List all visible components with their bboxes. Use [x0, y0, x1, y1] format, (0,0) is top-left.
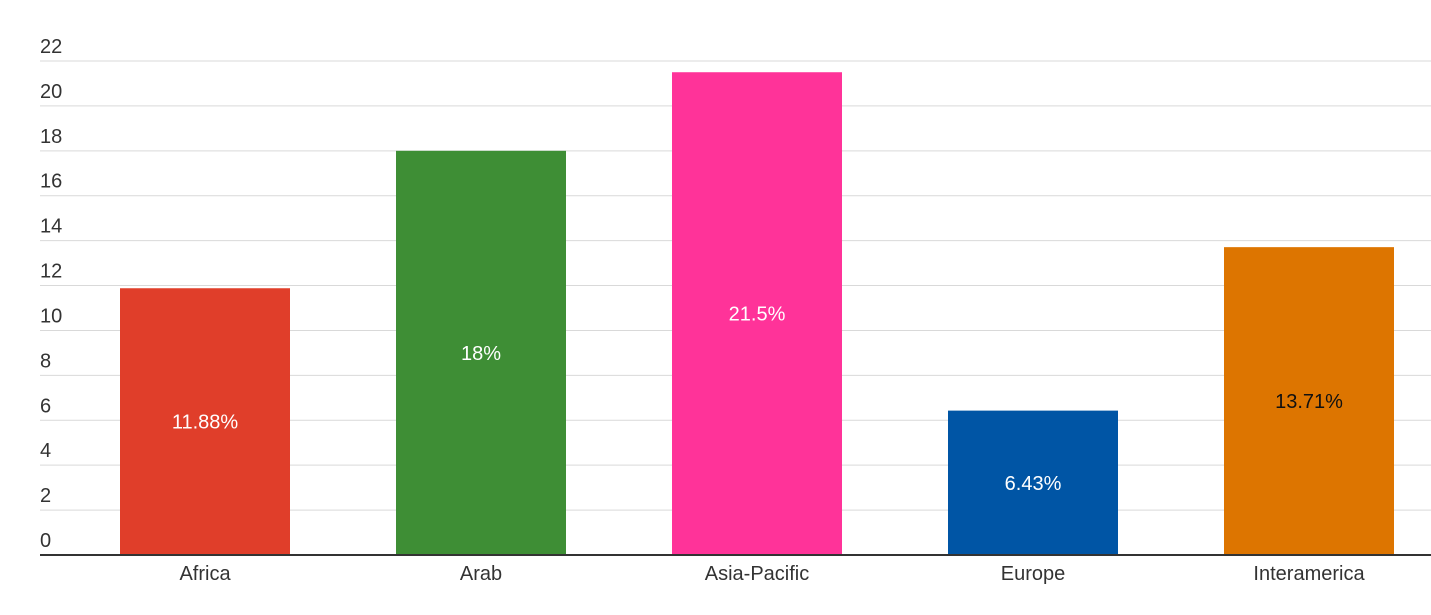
- y-tick-label: 14: [40, 216, 62, 238]
- x-category-label: Africa: [179, 563, 231, 585]
- data-label: 18%: [461, 343, 501, 365]
- bars: [120, 72, 1394, 556]
- x-axis-categories: Africa Arab Asia-Pacific Europe Interamerica: [179, 563, 1365, 585]
- data-label: 6.43%: [1005, 473, 1062, 495]
- y-tick-label: 12: [40, 261, 62, 283]
- bar-europe: [948, 410, 1118, 555]
- bar-interamerica: [1224, 247, 1394, 555]
- y-tick-label: 16: [40, 171, 62, 193]
- y-tick-label: 4: [40, 440, 51, 462]
- y-tick-label: 10: [40, 305, 62, 327]
- x-category-label: Arab: [460, 563, 502, 585]
- bar-africa: [120, 288, 290, 555]
- x-category-label: Asia-Pacific: [705, 563, 809, 585]
- bar-arab: [396, 150, 566, 555]
- bar-asia-pacific: [672, 72, 842, 556]
- x-category-label: Europe: [1001, 563, 1066, 585]
- y-tick-label: 6: [40, 395, 51, 417]
- y-tick-label: 2: [40, 485, 51, 507]
- y-tick-label: 22: [40, 36, 62, 58]
- y-tick-label: 18: [40, 126, 62, 148]
- data-label: 21.5%: [729, 304, 786, 326]
- x-category-label: Interamerica: [1253, 563, 1365, 585]
- y-tick-label: 8: [40, 350, 51, 372]
- y-tick-label: 0: [40, 530, 51, 552]
- data-label: 13.71%: [1275, 391, 1343, 413]
- y-tick-label: 20: [40, 81, 62, 103]
- y-axis-ticks: 0 2 4 6 8 10 12 14 16 18 20 22: [40, 36, 62, 552]
- data-label: 11.88%: [172, 412, 239, 434]
- data-labels: 11.88% 18% 21.5% 6.43% 13.71%: [172, 304, 1343, 495]
